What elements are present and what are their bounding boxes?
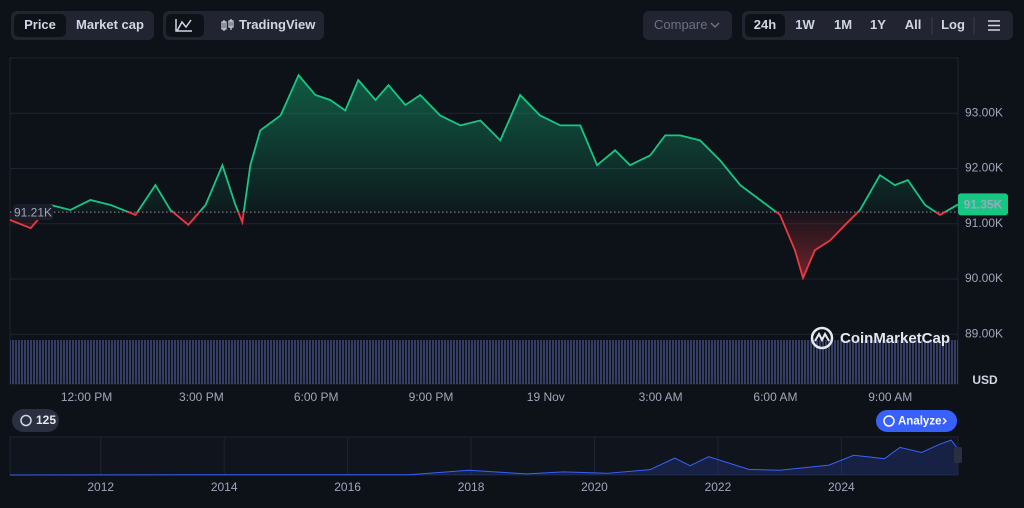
x-tick-label: 9:00 PM [409,390,454,404]
brand-logo [810,326,834,350]
price-line [9,73,959,281]
x-tick-label: 2020 [581,480,608,494]
range-all[interactable]: All [905,17,922,32]
analyze-button[interactable] [876,410,957,432]
range-active[interactable] [745,14,785,37]
compare-button[interactable] [643,11,732,40]
range-1m[interactable]: 1M [834,17,852,32]
last-price-tag [958,193,1008,216]
x-tick-label: 9:00 AM [868,390,912,404]
x-tick-label: 3:00 AM [639,390,683,404]
range-group [742,11,1013,40]
volume-band [10,340,958,384]
line-icon [175,19,192,32]
y-tick-label: 93.00K [965,105,1003,119]
y-tick-label: 92.00K [965,161,1003,175]
x-tick-label: 19 Nov [527,390,565,404]
currency: USD [972,373,998,387]
y-tick-label: 90.00K [965,271,1003,285]
history-area [10,440,958,475]
brand: CoinMarketCap [840,330,950,347]
range-24h[interactable]: 24h [754,17,776,32]
range-1w[interactable]: 1W [795,17,815,32]
chevron [710,22,720,29]
badge[interactable] [12,409,59,432]
candle-icon [221,19,234,31]
x-tick-label: 6:00 AM [753,390,797,404]
history-icon [20,414,32,427]
tradingview[interactable]: TradingView [239,17,316,32]
tab-active[interactable] [14,14,66,37]
x-tick-label: 2014 [211,480,238,494]
last-price-label: 91.35K [964,198,1003,212]
analyze-label[interactable]: Analyze [898,416,941,428]
log-toggle[interactable]: Log [941,17,965,32]
baseline-label: 91.21K [14,205,52,219]
y-tick-label: 91.00K [965,216,1003,230]
range-handle[interactable] [954,447,962,463]
x-tick-label: 6:00 PM [294,390,339,404]
tab-market-cap[interactable]: Market cap [76,17,144,32]
tab-price[interactable]: Price [24,17,56,32]
badge-count[interactable]: 125 [36,413,56,427]
chevron [942,417,947,425]
mini-frame [9,436,959,476]
x-tick-label: 2012 [87,480,114,494]
y-tick-label: 89.00K [965,326,1003,340]
analyze-icon [883,415,895,427]
baseline-tag [13,204,53,221]
x-tick-label: 3:00 PM [179,390,224,404]
price-area [10,75,958,278]
x-tick-label: 12:00 PM [61,390,112,404]
x-tick-label: 2016 [334,480,361,494]
x-tick-label: 2018 [458,480,485,494]
compare-label[interactable]: Compare [654,17,707,32]
brand-mark [814,331,830,343]
range-1y[interactable]: 1Y [870,17,886,32]
x-tick-label: 2022 [705,480,732,494]
settings-icon[interactable] [988,20,1000,31]
x-tick-label: 2024 [828,480,855,494]
history-line [9,439,959,476]
